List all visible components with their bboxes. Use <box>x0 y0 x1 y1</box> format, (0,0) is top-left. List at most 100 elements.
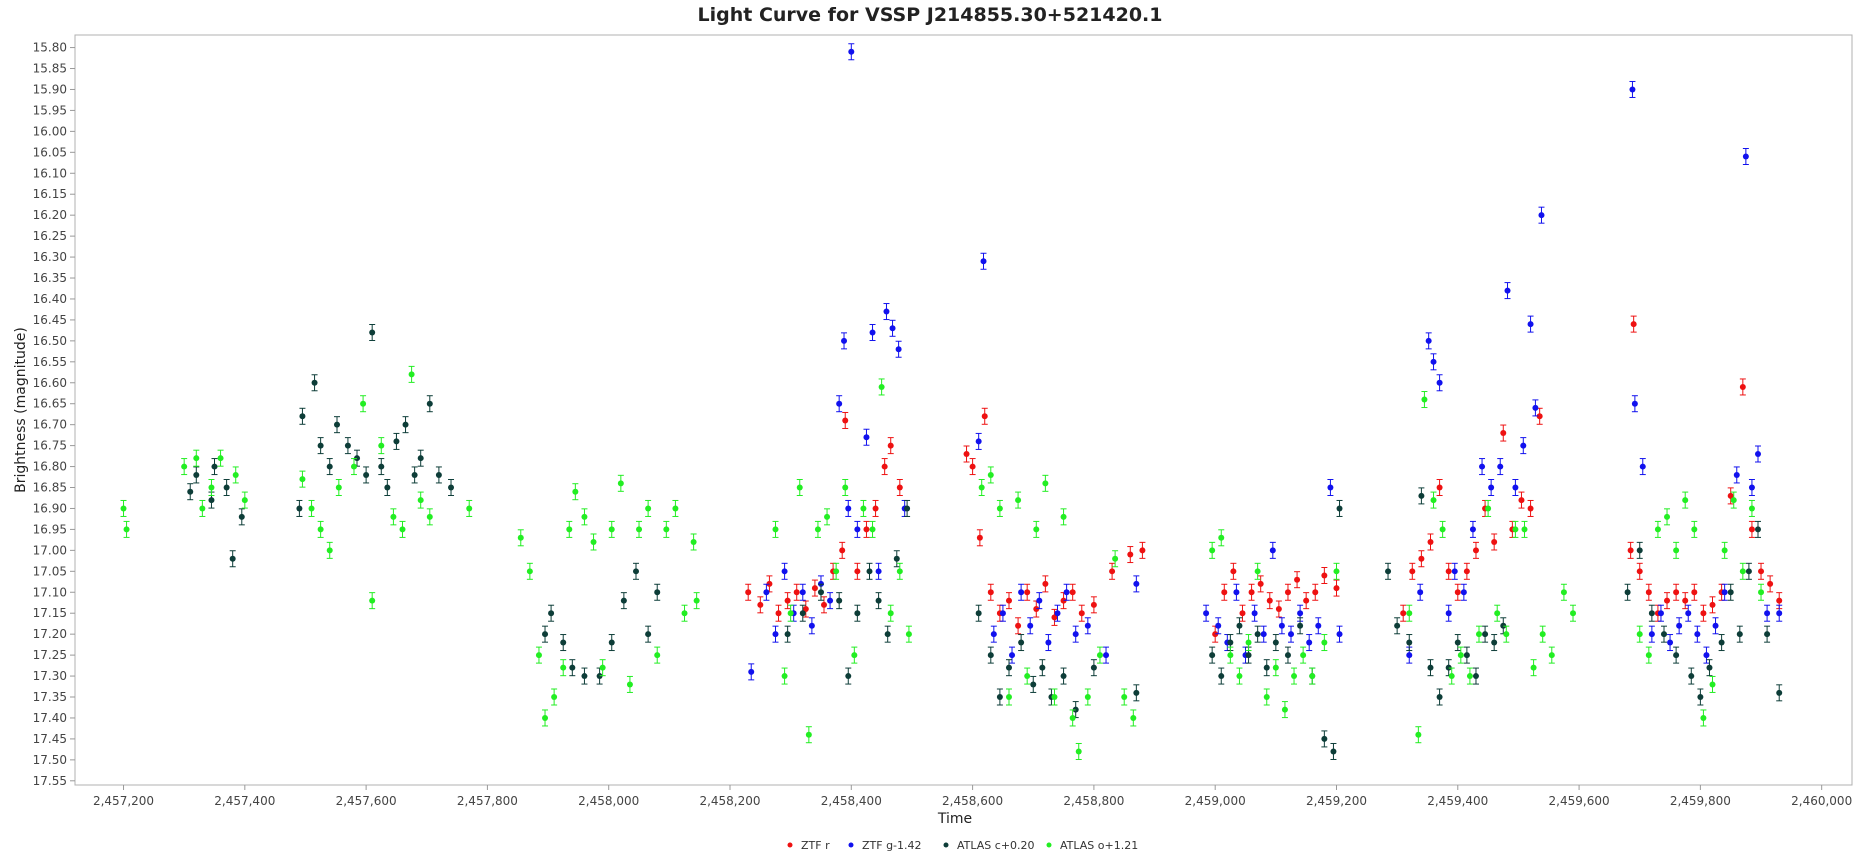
data-point <box>1227 639 1234 646</box>
data-point <box>1333 568 1340 575</box>
y-tick-label: 16.40 <box>33 292 67 306</box>
data-point <box>772 526 779 533</box>
data-point <box>1069 714 1076 721</box>
data-point <box>980 258 987 265</box>
data-point <box>1748 526 1755 533</box>
data-point <box>654 652 661 659</box>
data-point <box>572 488 579 495</box>
data-point <box>1236 673 1243 680</box>
y-tick-label: 17.30 <box>33 669 67 683</box>
data-point <box>1321 572 1328 579</box>
data-point <box>1660 631 1667 638</box>
data-point <box>978 484 985 491</box>
data-point <box>895 346 902 353</box>
data-point <box>308 505 315 512</box>
data-point <box>645 631 652 638</box>
data-point <box>1560 589 1567 596</box>
data-point <box>187 488 194 495</box>
data-point <box>796 484 803 491</box>
data-point <box>878 383 885 390</box>
data-point <box>1539 631 1546 638</box>
data-point <box>1251 610 1258 617</box>
data-point <box>975 610 982 617</box>
data-point <box>542 714 549 721</box>
data-point <box>1306 639 1313 646</box>
data-point <box>590 538 597 545</box>
data-point <box>1436 379 1443 386</box>
data-point <box>1015 497 1022 504</box>
data-point <box>869 526 876 533</box>
data-point <box>1530 664 1537 671</box>
data-point <box>1421 396 1428 403</box>
data-point <box>1236 622 1243 629</box>
data-point <box>1300 652 1307 659</box>
data-point <box>887 442 894 449</box>
data-point <box>1245 652 1252 659</box>
data-point <box>814 526 821 533</box>
data-point <box>1315 622 1322 629</box>
data-point <box>836 400 843 407</box>
data-point <box>1130 714 1137 721</box>
data-point <box>1463 568 1470 575</box>
data-point <box>1297 610 1304 617</box>
data-point <box>766 580 773 587</box>
data-point <box>1745 568 1752 575</box>
data-point <box>1497 463 1504 470</box>
data-point <box>1691 589 1698 596</box>
data-point <box>1504 287 1511 294</box>
data-point <box>1272 664 1279 671</box>
data-point <box>535 652 542 659</box>
data-point <box>1512 526 1519 533</box>
y-tick-label: 15.80 <box>33 41 67 55</box>
data-point <box>1570 610 1577 617</box>
data-point <box>1721 589 1728 596</box>
data-point <box>999 610 1006 617</box>
data-point <box>1054 610 1061 617</box>
data-point <box>1281 706 1288 713</box>
y-tick-label: 16.80 <box>33 460 67 474</box>
data-point <box>120 505 127 512</box>
data-point <box>1121 694 1128 701</box>
data-point <box>833 568 840 575</box>
y-tick-label: 16.90 <box>33 501 67 515</box>
data-point <box>1667 639 1674 646</box>
data-point <box>1045 639 1052 646</box>
x-tick-label: 2,458,400 <box>821 794 882 808</box>
data-point <box>1739 568 1746 575</box>
data-point <box>1776 597 1783 604</box>
data-point <box>408 371 415 378</box>
data-point <box>123 526 130 533</box>
data-point <box>1327 484 1334 491</box>
data-point <box>1409 568 1416 575</box>
data-point <box>199 505 206 512</box>
data-point <box>1051 614 1058 621</box>
data-point <box>581 673 588 680</box>
x-tick-label: 2,457,200 <box>93 794 154 808</box>
data-point <box>1269 547 1276 554</box>
data-point <box>466 505 473 512</box>
data-point <box>1730 497 1737 504</box>
x-tick-label: 2,458,200 <box>699 794 760 808</box>
series-2 <box>187 323 1783 760</box>
data-point <box>335 484 342 491</box>
data-point <box>217 455 224 462</box>
data-point <box>1764 631 1771 638</box>
x-tick-label: 2,457,800 <box>457 794 518 808</box>
data-point <box>969 463 976 470</box>
data-point <box>1436 484 1443 491</box>
data-point <box>996 694 1003 701</box>
data-point <box>799 610 806 617</box>
data-point <box>1463 652 1470 659</box>
data-point <box>869 329 876 336</box>
data-point <box>1754 526 1761 533</box>
data-point <box>1691 526 1698 533</box>
data-point <box>1112 555 1119 562</box>
data-point <box>1336 505 1343 512</box>
data-point <box>581 513 588 520</box>
data-point <box>517 534 524 541</box>
data-point <box>1072 631 1079 638</box>
y-tick-label: 17.20 <box>33 627 67 641</box>
data-point <box>784 597 791 604</box>
data-point <box>1221 589 1228 596</box>
